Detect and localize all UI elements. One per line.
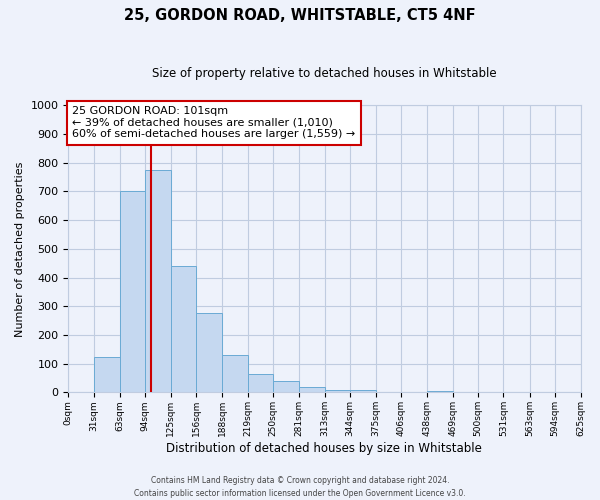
Bar [223,355,248,393]
Title: Size of property relative to detached houses in Whitstable: Size of property relative to detached ho… [152,68,497,80]
Y-axis label: Number of detached properties: Number of detached properties [15,161,25,336]
Bar [120,192,145,392]
Text: 25 GORDON ROAD: 101sqm
← 39% of detached houses are smaller (1,010)
60% of semi-: 25 GORDON ROAD: 101sqm ← 39% of detached… [73,106,356,140]
Bar [427,391,452,392]
Bar [196,314,223,392]
Bar [145,170,171,392]
Bar [171,266,196,392]
Bar [325,390,350,392]
Text: Contains HM Land Registry data © Crown copyright and database right 2024.
Contai: Contains HM Land Registry data © Crown c… [134,476,466,498]
Bar [350,390,376,392]
Bar [94,356,120,392]
Text: 25, GORDON ROAD, WHITSTABLE, CT5 4NF: 25, GORDON ROAD, WHITSTABLE, CT5 4NF [124,8,476,22]
Bar [299,386,325,392]
X-axis label: Distribution of detached houses by size in Whitstable: Distribution of detached houses by size … [166,442,482,455]
Bar [248,374,273,392]
Bar [273,381,299,392]
